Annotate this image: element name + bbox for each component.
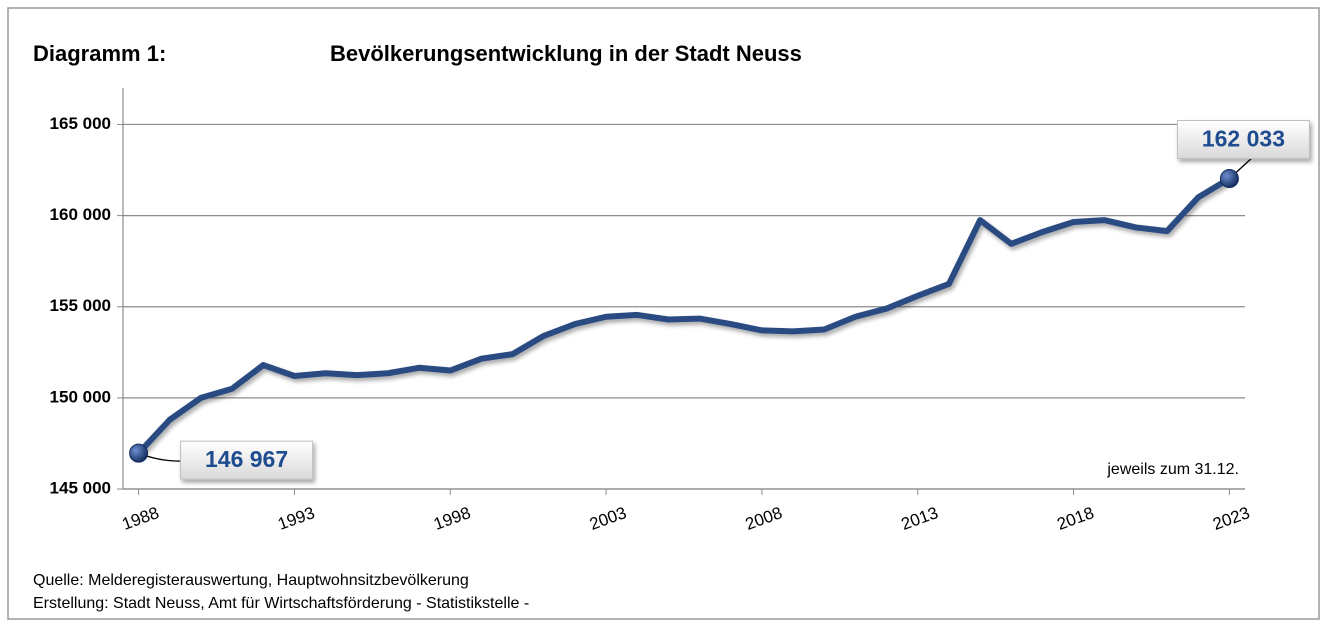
chart-label: Diagramm 1: (33, 41, 166, 66)
marker (1219, 169, 1239, 189)
marker (129, 443, 149, 463)
y-tick-label: 165 000 (50, 114, 111, 133)
y-tick-label: 155 000 (50, 296, 111, 315)
annotation: jeweils zum 31.12. (1106, 461, 1239, 478)
frame (7, 7, 1320, 620)
data-label: 146 967 (205, 446, 288, 472)
line (135, 175, 1233, 457)
data-label: 162 033 (1202, 126, 1285, 152)
y-tick-label: 160 000 (50, 205, 111, 224)
label-box (1176, 120, 1310, 160)
chart-title: Bevölkerungsentwicklung in der Stadt Neu… (330, 41, 802, 66)
source: Quelle: Melderegisterauswertung, Hauptwo… (33, 572, 469, 589)
label-box (180, 440, 314, 480)
y-tick-label: 150 000 (50, 387, 111, 406)
y-tick-label: 145 000 (50, 478, 111, 497)
source: Erstellung: Stadt Neuss, Amt für Wirtsch… (33, 595, 529, 612)
